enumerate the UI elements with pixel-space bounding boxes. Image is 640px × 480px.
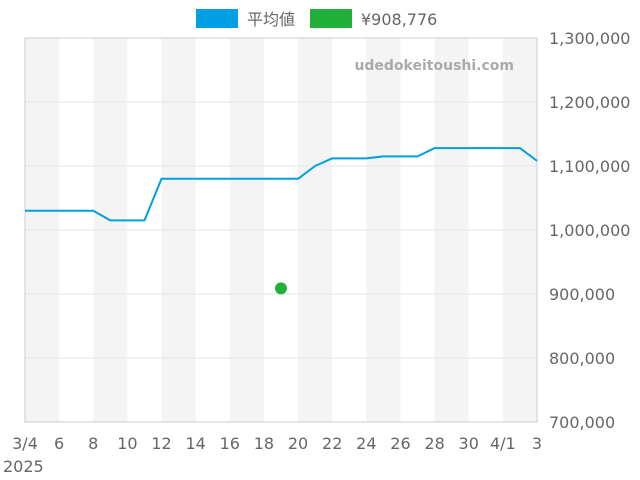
legend-item[interactable]: 平均値 <box>196 9 295 29</box>
y-tick-label: 800,000 <box>549 349 615 368</box>
x-tick-label: 3/4 <box>12 434 38 453</box>
x-tick-label: 6 <box>54 434 64 453</box>
x-tick-label: 3 <box>532 434 542 453</box>
y-tick-label: 1,100,000 <box>549 157 630 176</box>
y-tick-label: 900,000 <box>549 285 615 304</box>
x-tick-label: 20 <box>288 434 308 453</box>
legend-item[interactable]: ¥908,776 <box>310 9 437 29</box>
x-axis-year-label: 2025 <box>3 457 44 476</box>
watermark: udedokeitoushi.com <box>354 58 514 74</box>
x-tick-label: 28 <box>424 434 444 453</box>
legend[interactable]: 平均値 ¥908,776 <box>196 9 437 29</box>
legend-label: ¥908,776 <box>361 10 437 29</box>
x-tick-label: 16 <box>220 434 240 453</box>
x-tick-label: 8 <box>88 434 98 453</box>
x-tick-label: 10 <box>117 434 137 453</box>
x-tick-label: 14 <box>185 434 205 453</box>
x-tick-label: 30 <box>459 434 479 453</box>
legend-swatch <box>310 9 352 28</box>
x-tick-label: 4/1 <box>490 434 516 453</box>
x-tick-label: 18 <box>254 434 274 453</box>
y-tick-label: 1,000,000 <box>549 221 630 240</box>
y-tick-label: 700,000 <box>549 413 615 432</box>
x-tick-label: 24 <box>356 434 376 453</box>
x-axis-tick-labels: 3/4 6 8 10 12 14 16 18 20 22 24 26 28 30 4/1 3 <box>12 434 542 453</box>
y-tick-label: 1,200,000 <box>549 93 630 112</box>
y-tick-label: 1,300,000 <box>549 29 630 48</box>
y-axis-tick-labels: 1,300,000 1,200,000 1,100,000 1,000,000 900,… <box>549 29 630 432</box>
data-point <box>275 282 287 295</box>
x-tick-label: 26 <box>390 434 410 453</box>
x-tick-label: 22 <box>322 434 342 453</box>
x-tick-label: 12 <box>151 434 171 453</box>
series-layer <box>25 147 538 295</box>
legend-swatch <box>196 9 238 28</box>
series-line <box>25 147 538 222</box>
plot-border <box>24 37 538 423</box>
legend-label: 平均値 <box>247 10 295 29</box>
